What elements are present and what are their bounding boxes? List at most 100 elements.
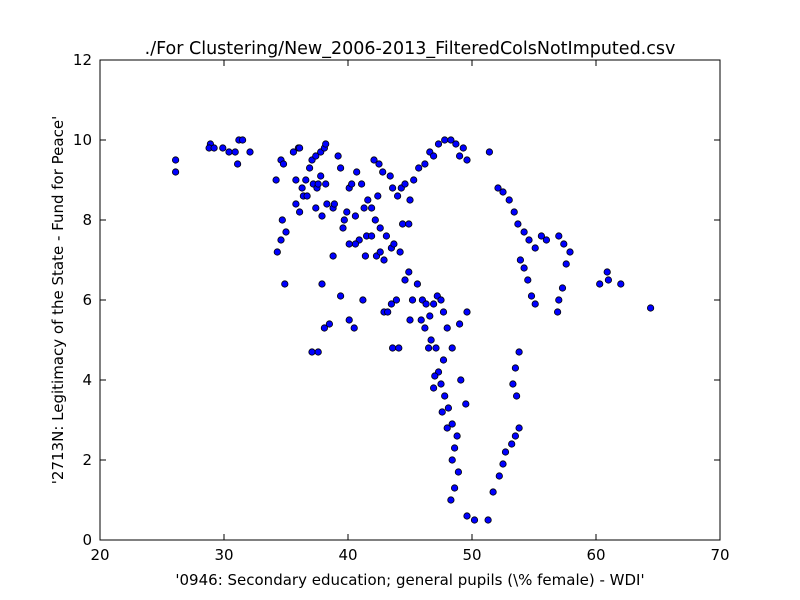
data-point [558,284,567,292]
data-point [359,296,367,304]
data-point [494,184,502,192]
data-point [515,348,523,356]
data-point [514,220,522,228]
y-tick-label: 2 [82,451,92,469]
data-point [417,316,425,324]
data-point [348,180,356,188]
data-point [441,392,449,400]
data-point [272,176,280,184]
data-point [447,136,455,144]
data-point [415,164,423,172]
data-point [434,140,443,148]
data-point [339,224,347,232]
data-point [604,276,613,284]
data-point [386,172,394,180]
data-point [390,240,398,248]
data-point [537,232,546,240]
data-point [448,456,456,464]
data-point [495,472,503,480]
data-point [439,308,448,316]
data-point [499,188,507,196]
data-point [455,320,464,328]
data-point [463,308,471,316]
data-point [282,228,290,236]
x-axis: 20 30 40 50 60 70 [90,60,730,564]
data-point [438,408,446,416]
data-point [375,160,383,168]
data-point [398,220,407,228]
data-point [382,232,390,240]
data-point [234,160,242,168]
data-point [364,196,372,204]
data-point [499,460,507,468]
data-points [172,136,655,524]
data-point [376,224,384,232]
data-point [457,376,465,384]
x-tick-label: 60 [586,546,605,564]
data-point [380,256,388,264]
y-tick-label: 4 [82,371,92,389]
data-point [343,208,351,216]
x-tick-label: 50 [462,546,481,564]
data-point [562,260,570,268]
data-point [305,164,314,172]
data-point [330,200,338,208]
data-point [566,248,574,256]
data-point [370,156,378,164]
y-axis-label: '2713N: Legitimacy of the State - Fund f… [49,116,67,484]
data-point [401,276,409,284]
data-point [277,236,285,244]
data-point [431,372,439,380]
data-point [459,144,467,152]
data-point [401,180,409,188]
data-point [421,160,429,168]
data-point [429,152,438,160]
data-point [603,268,611,276]
data-point [298,184,306,192]
data-point [447,496,455,504]
data-point [462,400,470,408]
data-point [210,144,218,152]
data-point [387,300,395,308]
data-point [463,512,471,520]
data-point [371,216,379,224]
y-tick-label: 0 [82,531,92,549]
data-point [444,404,452,412]
data-point [509,380,517,388]
data-point [312,152,320,160]
data-point [384,308,392,316]
data-point [413,280,421,288]
data-point [448,344,456,352]
data-point [246,148,254,156]
data-point [308,348,316,356]
data-point [376,248,384,256]
x-tick-label: 70 [710,546,729,564]
data-point [323,200,331,208]
data-point [322,180,330,188]
data-point [410,176,418,184]
data-point [345,316,353,324]
data-point [424,344,433,352]
data-point [520,264,528,272]
data-point [295,144,304,152]
data-point [508,440,516,448]
data-point [303,192,311,200]
data-point [231,148,239,156]
data-point [422,300,430,308]
data-point [318,280,326,288]
data-point [295,208,304,216]
y-tick-label: 8 [82,211,92,229]
data-point [511,432,520,440]
data-point [379,168,387,176]
data-point [302,176,310,184]
data-point [361,252,369,260]
data-point [531,300,539,308]
y-tick-label: 6 [82,291,92,309]
data-point [408,296,417,304]
data-point [560,240,568,248]
data-point [453,432,461,440]
data-point [350,324,358,332]
data-point [515,424,523,432]
data-point [329,252,337,260]
x-tick-label: 30 [214,546,233,564]
